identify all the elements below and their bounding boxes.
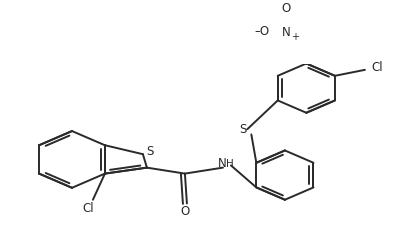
Text: S: S xyxy=(146,145,153,158)
Text: N: N xyxy=(217,158,226,170)
Text: O: O xyxy=(180,205,189,218)
Text: S: S xyxy=(239,123,247,136)
Text: +: + xyxy=(291,32,299,42)
Text: N: N xyxy=(281,26,290,39)
Text: Cl: Cl xyxy=(370,61,382,74)
Text: –O: –O xyxy=(254,25,269,38)
Text: H: H xyxy=(225,159,233,169)
Text: Cl: Cl xyxy=(82,202,93,215)
Text: O: O xyxy=(281,2,290,15)
